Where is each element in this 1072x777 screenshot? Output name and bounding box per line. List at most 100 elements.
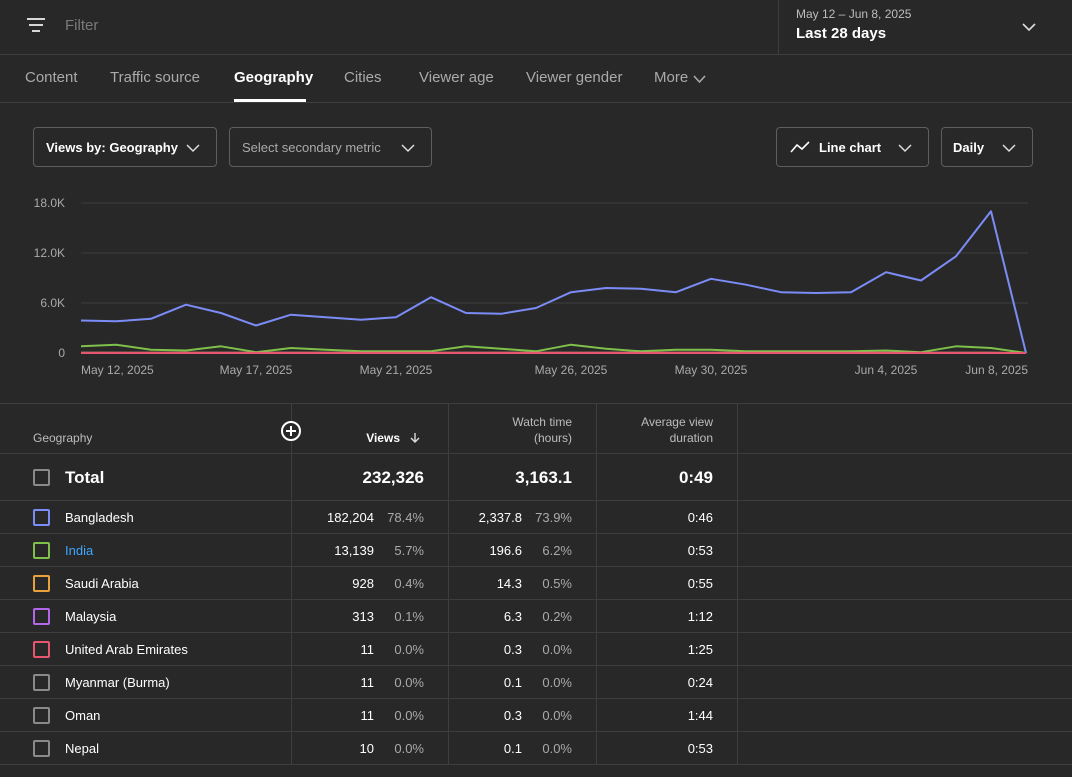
date-range-text: May 12 – Jun 8, 2025: [796, 7, 912, 21]
row-geography-name: Myanmar (Burma): [65, 675, 170, 690]
geography-table: Geography Views Watch time (hours) Avera…: [0, 403, 1072, 777]
row-watch-time-percent: 0.0%: [542, 708, 572, 723]
row-watch-time-percent: 0.5%: [542, 576, 572, 591]
table-row: Nepal 10 0.0% 0.1 0.0% 0:53: [0, 732, 1072, 765]
row-watch-time-percent: 0.0%: [542, 642, 572, 657]
table-row: Malaysia 313 0.1% 6.3 0.2% 1:12: [0, 600, 1072, 633]
row-views: 182,204: [327, 510, 374, 525]
row-watch-time: 6.3: [503, 609, 522, 624]
tab-bar: Content Traffic source Geography Cities …: [0, 55, 1072, 103]
row-views-percent: 0.0%: [394, 708, 424, 723]
chevron-down-icon: [401, 144, 415, 153]
x-tick-label: May 12, 2025: [81, 363, 154, 377]
tab-cities[interactable]: Cities: [344, 69, 382, 86]
row-checkbox[interactable]: [33, 509, 50, 526]
row-checkbox[interactable]: [33, 575, 50, 592]
x-tick-label: May 26, 2025: [535, 363, 608, 377]
total-avg-view-duration: 0:49: [678, 468, 713, 487]
interval-label: Daily: [953, 140, 985, 155]
row-avg-view-duration: 0:53: [687, 543, 713, 558]
row-watch-time-percent: 73.9%: [535, 510, 572, 525]
header-watch-time[interactable]: Watch time: [512, 415, 572, 429]
row-watch-time-percent: 0.0%: [542, 675, 572, 690]
row-views-percent: 0.4%: [394, 576, 424, 591]
chevron-down-icon: [186, 144, 200, 153]
secondary-metric-label: Select secondary metric: [242, 140, 381, 155]
row-avg-view-duration: 1:12: [687, 609, 713, 624]
row-watch-time: 2,337.8: [478, 510, 522, 525]
row-watch-time: 196.6: [489, 543, 522, 558]
y-tick-label: 0: [58, 346, 65, 360]
row-avg-view-duration: 0:55: [687, 576, 713, 591]
row-views: 928: [352, 576, 374, 591]
x-tick-label: May 21, 2025: [360, 363, 433, 377]
row-geography-name[interactable]: India: [65, 543, 94, 558]
tab-viewer-age[interactable]: Viewer age: [419, 69, 494, 86]
y-tick-label: 18.0K: [34, 196, 65, 210]
row-views-percent: 78.4%: [387, 510, 424, 525]
row-avg-view-duration: 0:46: [687, 510, 713, 525]
row-checkbox[interactable]: [33, 674, 50, 691]
header-views[interactable]: Views: [366, 431, 400, 445]
active-tab-indicator: [234, 99, 306, 102]
row-views-percent: 0.1%: [394, 609, 424, 624]
add-column-button[interactable]: [281, 421, 301, 441]
row-views-percent: 0.0%: [394, 642, 424, 657]
row-geography-name: Nepal: [65, 741, 99, 756]
chart-type-label: Line chart: [819, 140, 882, 155]
row-watch-time: 0.3: [503, 642, 522, 657]
row-views: 313: [352, 609, 374, 624]
table-row: Oman 11 0.0% 0.3 0.0% 1:44: [0, 699, 1072, 732]
row-geography-name: Oman: [65, 708, 101, 723]
sort-arrow-down-icon[interactable]: [409, 432, 421, 444]
row-checkbox[interactable]: [33, 707, 50, 724]
row-watch-time: 0.1: [503, 675, 522, 690]
row-watch-time-percent: 0.0%: [542, 741, 572, 756]
row-avg-view-duration: 0:24: [687, 675, 713, 690]
primary-metric-label: Views by: Geography: [46, 140, 178, 155]
row-views: 10: [359, 741, 374, 756]
x-tick-label: May 17, 2025: [220, 363, 293, 377]
row-checkbox[interactable]: [33, 608, 50, 625]
row-avg-view-duration: 1:44: [687, 708, 713, 723]
header-avg-view-duration[interactable]: Average view: [641, 415, 713, 429]
table-row: United Arab Emirates 11 0.0% 0.3 0.0% 1:25: [0, 633, 1072, 666]
interval-dropdown[interactable]: Daily: [941, 127, 1033, 167]
row-checkbox[interactable]: [33, 542, 50, 559]
tab-more[interactable]: More: [654, 69, 689, 86]
line-chart-icon: [790, 141, 810, 153]
row-checkbox[interactable]: [33, 641, 50, 658]
row-watch-time-percent: 6.2%: [542, 543, 572, 558]
y-tick-label: 6.0K: [40, 296, 65, 310]
total-views: 232,326: [362, 468, 424, 487]
row-geography-name: United Arab Emirates: [65, 642, 188, 657]
tab-content[interactable]: Content: [25, 69, 78, 86]
series-line-bangladesh[interactable]: [80, 210, 1027, 354]
tab-geography[interactable]: Geography: [234, 69, 314, 86]
table-header: Geography Views Watch time (hours) Avera…: [0, 404, 1072, 454]
table-row: India 13,139 5.7% 196.6 6.2% 0:53: [0, 534, 1072, 567]
tab-viewer-gender[interactable]: Viewer gender: [526, 69, 623, 86]
row-views: 13,139: [334, 543, 374, 558]
row-views-percent: 5.7%: [394, 543, 424, 558]
views-line-chart: 0 6.0K 12.0K 18.0K May 12, 2025 May 17, 2025 M…: [34, 196, 1029, 377]
row-avg-view-duration: 0:53: [687, 741, 713, 756]
row-geography-name: Saudi Arabia: [65, 576, 139, 591]
filter-icon[interactable]: [27, 17, 47, 33]
chevron-down-icon: [898, 144, 912, 153]
series-line-india[interactable]: [80, 343, 1027, 354]
date-range-label: Last 28 days: [796, 25, 887, 42]
row-views: 11: [360, 708, 375, 723]
x-tick-label: Jun 4, 2025: [855, 363, 918, 377]
total-checkbox[interactable]: [33, 469, 50, 486]
tab-traffic-source[interactable]: Traffic source: [110, 69, 201, 86]
filter-input[interactable]: Filter: [65, 17, 99, 34]
header-geography[interactable]: Geography: [33, 431, 93, 445]
chart-type-dropdown[interactable]: Line chart: [776, 127, 929, 167]
primary-metric-dropdown[interactable]: Views by: Geography: [33, 127, 217, 167]
row-watch-time: 14.3: [496, 576, 522, 591]
date-range-picker[interactable]: May 12 – Jun 8, 2025 Last 28 days: [778, 0, 1072, 54]
secondary-metric-dropdown[interactable]: Select secondary metric: [229, 127, 432, 167]
row-checkbox[interactable]: [33, 740, 50, 757]
row-watch-time: 0.3: [503, 708, 522, 723]
